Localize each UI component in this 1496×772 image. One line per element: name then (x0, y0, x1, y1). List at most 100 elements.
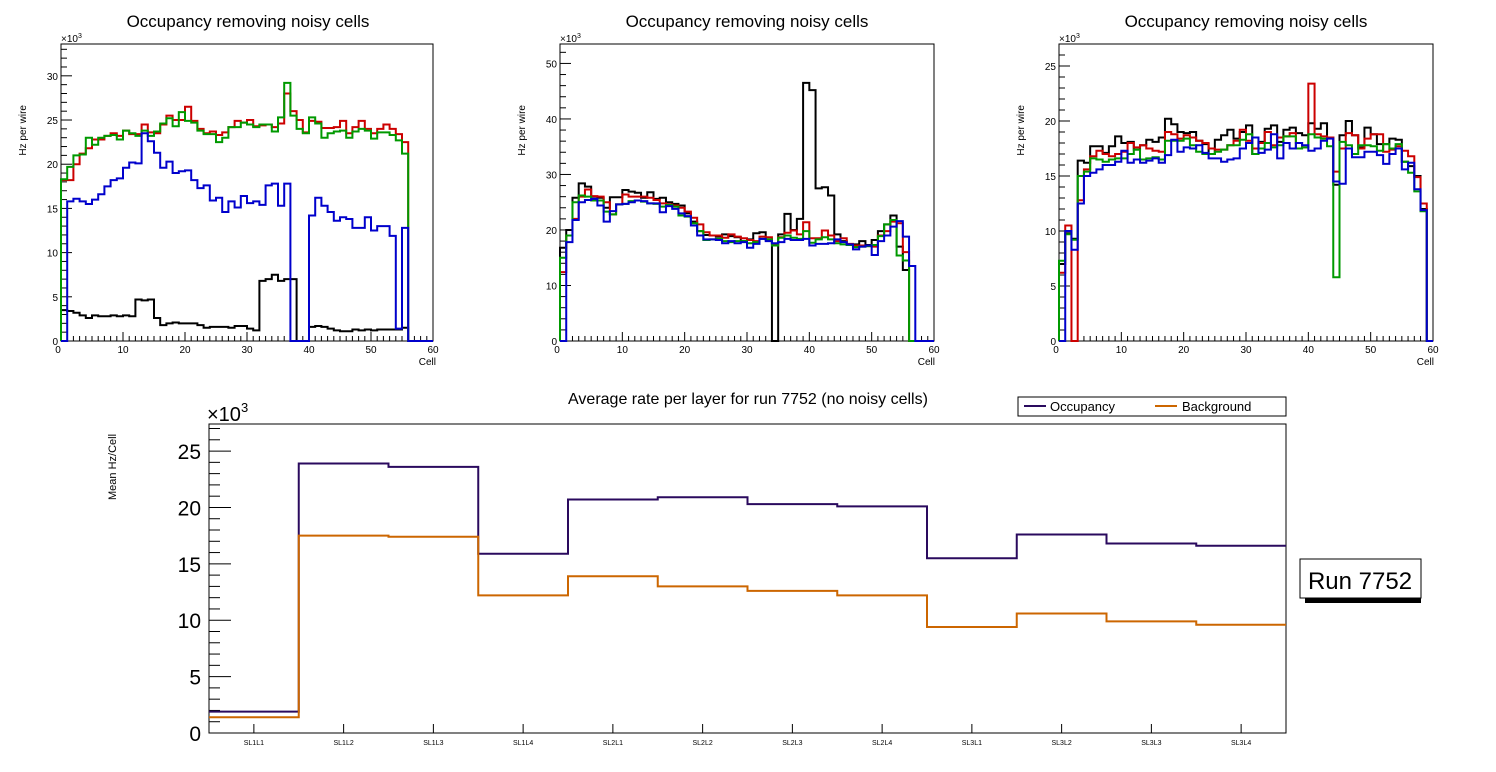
y-tick-label: 5 (1050, 282, 1056, 293)
run-box (1299, 558, 1422, 599)
x-tick-label: SL3L1 (962, 740, 982, 747)
x-tick-label: 0 (554, 345, 560, 356)
x-tick-label: 60 (1427, 345, 1439, 356)
series-green (559, 194, 934, 342)
y-tick-label: 25 (178, 441, 201, 464)
y-multiplier-label: ×103 (560, 33, 581, 45)
series-red (1058, 82, 1433, 342)
legend-label-occupancy: Occupancy (1050, 399, 1116, 414)
y-axis-label: Mean Hz/Cell (107, 434, 119, 500)
series-green (1058, 133, 1433, 342)
legend-label-background: Background (1182, 399, 1251, 414)
x-axis-label: Cell (419, 357, 436, 368)
run-label: Run 7752 (1308, 568, 1412, 595)
y-tick-label: 20 (546, 226, 558, 237)
y-multiplier-label: ×103 (61, 33, 82, 45)
plot-frame (208, 423, 1287, 734)
x-tick-label: 20 (1178, 345, 1190, 356)
x-tick-label: 50 (365, 345, 377, 356)
y-tick-label: 0 (52, 337, 58, 348)
x-tick-label: SL1L4 (513, 740, 533, 747)
x-tick-label: 40 (1303, 345, 1315, 356)
y-multiplier-label: ×103 (207, 400, 248, 426)
y-axis-label: Hz per wire (18, 105, 29, 156)
x-tick-label: SL2L2 (693, 740, 713, 747)
x-tick-label: 30 (241, 345, 253, 356)
chart-title: Occupancy removing noisy cells (626, 12, 869, 31)
series-background (209, 534, 1286, 719)
y-multiplier-label: ×103 (1059, 33, 1080, 45)
series-blue (560, 197, 934, 342)
y-tick-label: 20 (1045, 117, 1057, 128)
layer-rate-panel: Average rate per layer for run 7752 (no … (107, 391, 1422, 747)
y-tick-label: 25 (1045, 62, 1057, 73)
x-tick-label: 10 (1116, 345, 1128, 356)
x-tick-label: 20 (179, 345, 191, 356)
y-tick-label: 5 (52, 293, 58, 304)
y-tick-label: 10 (47, 249, 59, 260)
x-tick-label: 10 (617, 345, 629, 356)
x-tick-label: SL3L2 (1052, 740, 1072, 747)
x-tick-label: 50 (1365, 345, 1377, 356)
y-tick-label: 15 (178, 554, 201, 577)
x-tick-label: 60 (928, 345, 940, 356)
histogram-panel-1: Occupancy removing noisy cells Hz per wi… (18, 12, 439, 368)
y-tick-label: 20 (47, 160, 59, 171)
x-tick-label: 40 (804, 345, 816, 356)
x-tick-label: 0 (55, 345, 61, 356)
y-tick-label: 20 (178, 497, 201, 520)
y-tick-label: 0 (189, 723, 201, 746)
histogram-panel-3: Occupancy removing noisy cells Hz per wi… (1016, 12, 1439, 368)
x-axis-label: Cell (918, 357, 935, 368)
x-tick-label: 30 (741, 345, 753, 356)
series-blue (1059, 133, 1433, 342)
x-tick-label: SL2L3 (782, 740, 802, 747)
series-blue (61, 132, 433, 342)
y-tick-label: 10 (178, 610, 201, 633)
y-tick-label: 40 (546, 115, 558, 126)
legend: Occupancy Background (1017, 396, 1287, 417)
x-tick-label: 60 (427, 345, 439, 356)
x-tick-label: 20 (679, 345, 691, 356)
y-tick-label: 50 (546, 59, 558, 70)
x-tick-label: 10 (117, 345, 129, 356)
x-tick-label: SL1L1 (244, 740, 264, 747)
y-tick-label: 30 (47, 72, 59, 83)
x-tick-label: SL2L4 (872, 740, 892, 747)
y-axis-label: Hz per wire (1016, 105, 1027, 156)
y-tick-label: 5 (189, 667, 201, 690)
y-tick-label: 0 (1050, 337, 1056, 348)
series-occupancy (209, 462, 1286, 713)
y-axis-label: Hz per wire (517, 105, 528, 156)
plot-frame (1058, 43, 1434, 342)
x-tick-label: 0 (1053, 345, 1059, 356)
x-tick-label: SL3L4 (1231, 740, 1251, 747)
y-tick-label: 15 (1045, 172, 1057, 183)
y-tick-label: 10 (1045, 227, 1057, 238)
y-tick-label: 10 (546, 281, 558, 292)
x-tick-label: SL1L3 (423, 740, 443, 747)
histogram-panel-2: Occupancy removing noisy cells Hz per wi… (517, 12, 940, 368)
plot-frame (60, 43, 434, 342)
plot-frame (559, 43, 935, 342)
chart-title: Occupancy removing noisy cells (127, 12, 370, 31)
legend-box (1017, 396, 1287, 417)
y-tick-label: 15 (47, 204, 59, 215)
series-green (60, 81, 433, 342)
x-tick-label: SL1L2 (334, 740, 354, 747)
y-tick-label: 30 (546, 170, 558, 181)
x-axis-label: Cell (1417, 357, 1434, 368)
x-tick-label: 40 (303, 345, 315, 356)
series-black (60, 273, 433, 342)
x-tick-label: 50 (866, 345, 878, 356)
x-tick-label: SL3L3 (1141, 740, 1161, 747)
series-red (60, 92, 433, 342)
x-tick-label: 30 (1240, 345, 1252, 356)
y-tick-label: 25 (47, 116, 59, 127)
y-tick-label: 0 (551, 337, 557, 348)
run-annotation-box: Run 7752 (1299, 558, 1422, 603)
x-tick-label: SL2L1 (603, 740, 623, 747)
chart-title: Occupancy removing noisy cells (1125, 12, 1368, 31)
chart-title: Average rate per layer for run 7752 (no … (568, 391, 928, 408)
